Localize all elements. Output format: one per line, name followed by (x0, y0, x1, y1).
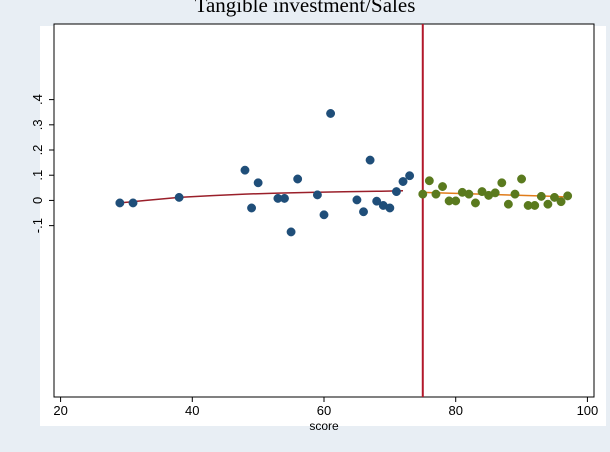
data-point (312, 190, 322, 200)
y-tick-label: .2 (30, 145, 45, 156)
data-point (385, 203, 395, 213)
y-tick-label: .1 (30, 170, 45, 181)
data-point (563, 191, 573, 201)
data-point (286, 227, 296, 237)
x-tick-label: 40 (185, 403, 199, 418)
data-point (280, 193, 289, 203)
data-point (174, 192, 184, 202)
data-point (240, 165, 250, 175)
data-point (391, 187, 401, 197)
y-tick-label: .4 (30, 94, 45, 105)
data-point (405, 171, 415, 181)
data-marks (115, 24, 573, 397)
data-point (550, 192, 559, 202)
data-point (517, 174, 527, 184)
data-point (477, 187, 487, 197)
data-point (359, 207, 368, 217)
data-point (497, 178, 507, 188)
data-point (352, 195, 362, 205)
y-tick-label: 0 (30, 197, 45, 204)
data-point (431, 189, 441, 199)
data-point (365, 155, 375, 165)
data-point (247, 203, 257, 213)
y-tick-label: .3 (30, 119, 45, 130)
data-point (128, 198, 138, 208)
data-point (543, 199, 553, 209)
data-point (372, 196, 382, 206)
data-point (398, 177, 408, 186)
data-point (503, 199, 513, 209)
data-point (530, 201, 540, 210)
data-point (253, 178, 263, 188)
x-tick-label: 100 (577, 403, 599, 418)
x-tick-label: 80 (448, 403, 462, 418)
x-axis-title: score (309, 419, 339, 433)
data-point (510, 189, 520, 199)
data-point (424, 176, 434, 186)
data-point (471, 198, 480, 208)
x-tick-label: 20 (53, 403, 67, 418)
data-point (438, 182, 447, 192)
chart-title: Tangible investment/Sales (194, 0, 416, 17)
data-point (536, 191, 546, 201)
y-tick-label: -.1 (30, 218, 45, 233)
data-point (418, 189, 428, 199)
data-point (556, 197, 566, 207)
data-point (293, 174, 303, 184)
data-point (115, 198, 125, 208)
data-point (451, 196, 461, 206)
axes: 20 40 60 80 100 -.1 0 .1 .2 .3 .4 score (30, 94, 598, 433)
data-point (490, 188, 500, 198)
x-tick-label: 60 (317, 403, 331, 418)
fit-line-1 (119, 190, 404, 204)
data-point (326, 109, 336, 118)
data-point (319, 210, 329, 220)
data-point (464, 189, 474, 199)
